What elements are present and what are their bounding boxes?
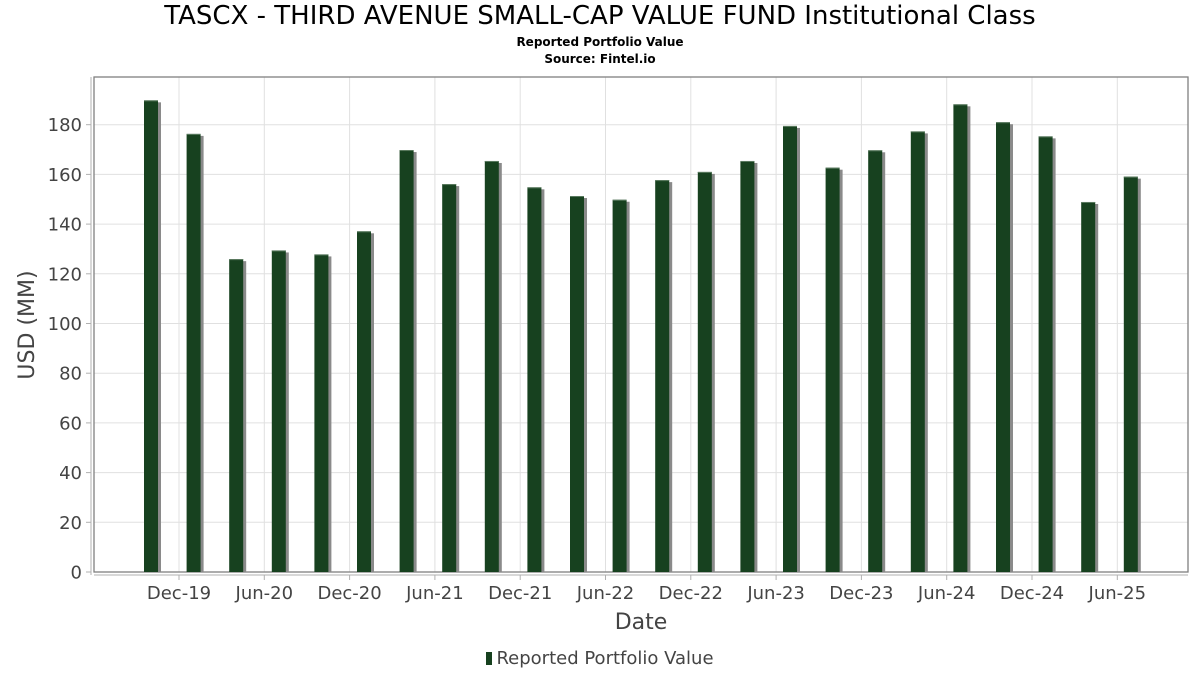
bar-jun-24	[953, 104, 968, 572]
bar-sep-22	[655, 180, 670, 573]
bar-mar-23	[740, 160, 755, 572]
bar-mar-25	[1081, 201, 1096, 572]
y-tick-label: 40	[59, 463, 82, 484]
x-tick-label: Jun-25	[1088, 583, 1147, 604]
y-axis-ticks: 0 20 40 60 80 100 120 140 160 180	[48, 115, 91, 584]
bar-sep-21	[484, 160, 499, 572]
x-axis-ticks: Dec-19 Jun-20 Dec-20 Jun-21 Dec-21 Jun-22 Dec-…	[147, 575, 1146, 604]
bar-mar-21	[399, 150, 414, 572]
y-tick-label: 20	[59, 513, 82, 534]
y-tick-label: 180	[48, 115, 82, 136]
y-axis-title: USD (MM)	[15, 270, 40, 379]
legend-label: Reported Portfolio Value	[496, 648, 714, 669]
legend: Reported Portfolio Value	[0, 648, 1200, 669]
y-tick-label: 80	[59, 364, 82, 385]
x-tick-label: Jun-21	[405, 583, 464, 604]
bar-sep-24	[996, 122, 1010, 572]
x-tick-label: Jun-22	[576, 583, 635, 604]
bar-sep-19	[144, 100, 158, 573]
bar-dec-22	[697, 171, 712, 573]
plot-area-frame	[93, 76, 1189, 573]
bar-mar-24	[910, 131, 925, 573]
x-tick-label: Jun-23	[746, 583, 805, 604]
bar-jun-20	[271, 250, 286, 573]
y-tick-label: 60	[59, 413, 82, 434]
bar-jun-22	[612, 199, 627, 572]
x-tick-label: Dec-23	[829, 583, 893, 604]
bar-mar-20	[229, 259, 244, 572]
bar-sep-23	[825, 167, 840, 573]
y-tick-label: 120	[48, 264, 82, 285]
y-tick-label: 100	[48, 314, 82, 335]
chart-source: Source: Fintel.io	[544, 52, 656, 66]
gridlines	[94, 77, 1188, 572]
x-axis-title: Date	[615, 610, 668, 635]
bar-dec-19	[186, 133, 201, 572]
bar-dec-23	[868, 150, 883, 572]
x-tick-label: Dec-21	[488, 583, 552, 604]
chart-title: TASCX - THIRD AVENUE SMALL-CAP VALUE FUN…	[164, 1, 1036, 31]
bar-mar-22	[570, 196, 584, 572]
x-tick-label: Dec-24	[1000, 583, 1064, 604]
bar-dec-20	[357, 231, 371, 572]
bar-dec-24	[1038, 136, 1053, 572]
bar-jun-21	[442, 184, 457, 573]
x-tick-label: Dec-19	[147, 583, 211, 604]
y-tick-label: 140	[48, 215, 82, 236]
y-tick-label: 0	[71, 563, 82, 584]
bars	[144, 100, 1141, 573]
x-tick-label: Dec-22	[659, 583, 723, 604]
bar-jun-23	[783, 125, 797, 572]
bar-sep-20	[314, 254, 329, 573]
x-tick-label: Jun-24	[917, 583, 976, 604]
y-tick-label: 160	[48, 165, 82, 186]
legend-swatch	[486, 652, 493, 665]
x-tick-label: Jun-20	[235, 583, 294, 604]
x-tick-label: Dec-20	[317, 583, 381, 604]
bar-dec-21	[527, 187, 542, 572]
chart-subtitle: Reported Portfolio Value	[516, 35, 684, 49]
bar-jun-25	[1123, 176, 1138, 572]
